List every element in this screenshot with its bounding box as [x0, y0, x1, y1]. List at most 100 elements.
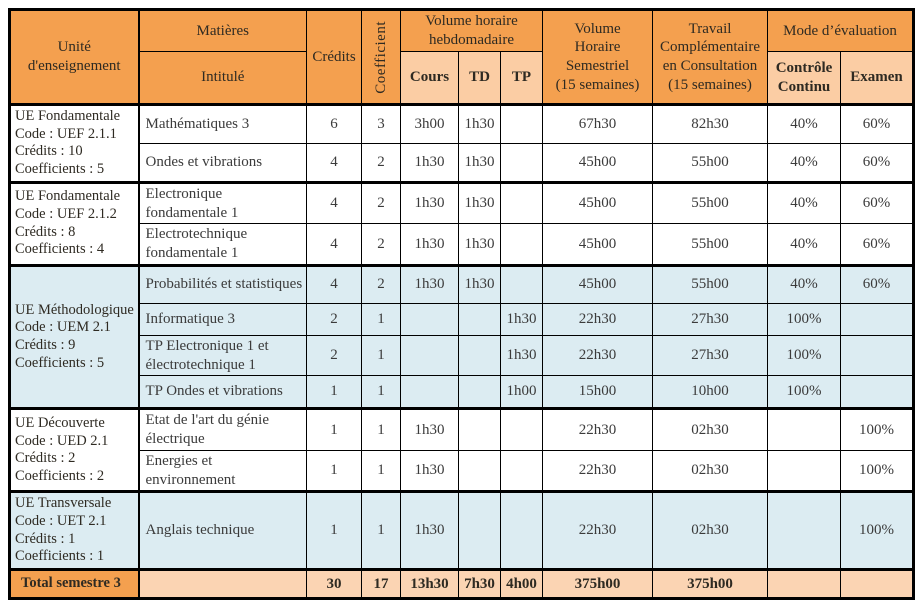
cell-cours: 1h30	[400, 449, 459, 493]
cell-tp	[499, 143, 544, 183]
cell-cours	[400, 334, 459, 377]
header-volume-hebdo: Volume horaire hebdomadaire	[399, 9, 544, 52]
cell-coefficient: 1	[361, 375, 401, 410]
header-vhs: Volume Horaire Semestriel (15 semaines)	[542, 9, 654, 105]
cell-vhs: 22h30	[542, 449, 654, 493]
cell-vhs: 45h00	[542, 180, 654, 225]
cell-examen: 60%	[840, 180, 915, 225]
header-coefficient-label: Coefficient	[372, 20, 389, 94]
cell-td: 1h30	[458, 263, 501, 304]
cell-td	[458, 490, 501, 570]
cell-cours: 3h00	[400, 102, 459, 145]
header-unite: Unité d'enseignement	[9, 9, 140, 105]
cell-tp: 1h00	[499, 375, 544, 410]
cell-td: 1h30	[458, 180, 501, 225]
cell-cours: 1h30	[400, 143, 459, 183]
cell-td: 1h30	[458, 223, 501, 266]
cell-coefficient: 2	[361, 263, 401, 304]
cell-travail: 55h00	[652, 180, 769, 225]
cell-examen: 60%	[840, 263, 915, 304]
cell-credits: 4	[306, 263, 362, 304]
cell-travail: 27h30	[652, 334, 769, 377]
cell-coefficient: 1	[361, 449, 401, 493]
cell-examen: 100%	[840, 407, 915, 451]
cell-intitule: TP Ondes et vibrations	[138, 375, 307, 410]
cell-cc: 40%	[767, 223, 842, 266]
cell-intitule: Etat de l'art du génie électrique	[138, 407, 307, 451]
cell-examen: 60%	[840, 143, 915, 183]
cell-examen: 100%	[840, 449, 915, 493]
cell-tp: 1h30	[499, 334, 544, 377]
cell-tp	[499, 223, 544, 266]
cell-tp	[499, 449, 544, 493]
total-tp: 4h00	[499, 568, 544, 599]
cell-travail: 27h30	[652, 302, 769, 336]
cell-cours: 1h30	[400, 180, 459, 225]
cell-cours: 1h30	[400, 223, 459, 266]
total-travail: 375h00	[652, 568, 769, 599]
cell-cc	[767, 449, 842, 493]
header-travail-complementaire: Travail Complémentaire en Consultation (…	[652, 9, 769, 105]
cell-vhs: 45h00	[542, 223, 654, 266]
cell-cc: 100%	[767, 334, 842, 377]
cell-tp: 1h30	[499, 302, 544, 336]
header-credits: Crédits	[306, 9, 362, 105]
cell-cc: 40%	[767, 263, 842, 304]
cell-coefficient: 2	[361, 223, 401, 266]
cell-cours	[400, 302, 459, 336]
cell-credits: 4	[306, 223, 362, 266]
cell-coefficient: 2	[361, 143, 401, 183]
cell-intitule: Energies et environnement	[138, 449, 307, 493]
cell-intitule: Electronique fondamentale 1	[138, 180, 307, 225]
table-row: TP Electronique 1 et électrotechnique 1 …	[10, 334, 915, 377]
cell-vhs: 22h30	[542, 302, 654, 336]
cell-tp	[499, 490, 544, 570]
total-label: Total semestre 3	[9, 568, 140, 599]
cell-td	[458, 449, 501, 493]
cell-travail: 82h30	[652, 102, 769, 145]
cell-intitule: Mathématiques 3	[138, 102, 307, 145]
cell-coefficient: 1	[361, 407, 401, 451]
cell-cc: 100%	[767, 302, 842, 336]
cell-credits: 1	[306, 449, 362, 493]
table-row: TP Ondes et vibrations 1 1 1h00 15h00 10…	[10, 375, 915, 410]
cell-coefficient: 1	[361, 334, 401, 377]
table-row: UE Transversale Code : UET 2.1 Crédits :…	[9, 490, 915, 570]
cell-examen	[840, 375, 915, 410]
table-row: UE Fondamentale Code : UEF 2.1.1 Crédits…	[9, 102, 915, 183]
total-coefficient: 17	[361, 568, 401, 599]
ue-group-label: UE Méthodologique Code : UEM 2.1 Crédits…	[9, 263, 140, 410]
cell-travail: 55h00	[652, 263, 769, 304]
header-mode-evaluation: Mode d’évaluation	[767, 9, 915, 52]
total-row: Total semestre 3 30 17 13h30 7h30 4h00 3…	[9, 568, 915, 599]
cell-credits: 1	[306, 375, 362, 410]
cell-examen: 100%	[840, 490, 915, 570]
cell-tp	[499, 180, 544, 225]
cell-coefficient: 3	[361, 102, 401, 145]
cell-cc	[767, 407, 842, 451]
cell-coefficient: 1	[361, 490, 401, 570]
cell-cours	[400, 375, 459, 410]
cell-credits: 1	[306, 490, 362, 570]
cell-vhs: 22h30	[542, 407, 654, 451]
header-row-1: Unité d'enseignement Matières Crédits Co…	[9, 9, 915, 105]
cell-intitule: Anglais technique	[138, 490, 307, 570]
cell-td	[458, 407, 501, 451]
cell-examen: 60%	[840, 223, 915, 266]
table-row: UE Découverte Code : UED 2.1 Crédits : 2…	[9, 407, 915, 493]
total-cours: 13h30	[400, 568, 459, 599]
ue-group-label: UE Fondamentale Code : UEF 2.1.1 Crédits…	[9, 103, 140, 183]
cell-cours: 1h30	[400, 263, 459, 304]
cell-examen	[840, 334, 915, 377]
cell-examen: 60%	[840, 102, 915, 145]
ue-group-label: UE Fondamentale Code : UEF 2.1.2 Crédits…	[9, 180, 140, 266]
total-examen	[840, 568, 915, 599]
table-row: UE Méthodologique Code : UEM 2.1 Crédits…	[9, 263, 915, 410]
cell-td	[458, 334, 501, 377]
header-td: TD	[458, 51, 501, 106]
cell-td	[458, 375, 501, 410]
header-controle-continu: Contrôle Continu	[767, 51, 842, 106]
total-credits: 30	[306, 568, 362, 599]
total-cc	[767, 568, 842, 599]
header-row-2: Intitulé Cours TD TP Contrôle Continu Ex…	[10, 51, 915, 106]
